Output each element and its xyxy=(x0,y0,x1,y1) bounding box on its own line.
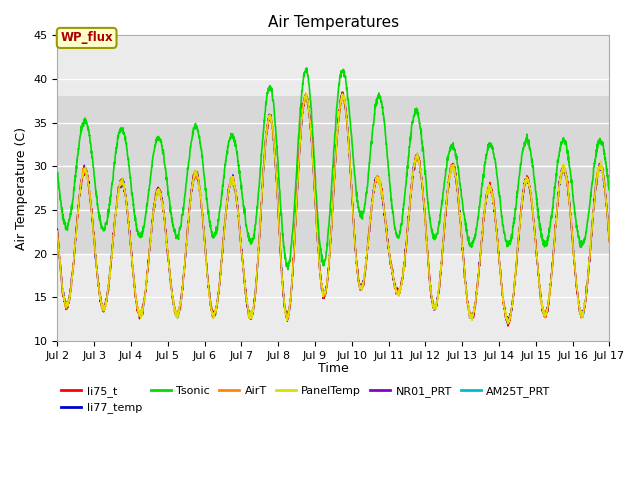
Y-axis label: Air Temperature (C): Air Temperature (C) xyxy=(15,127,28,250)
X-axis label: Time: Time xyxy=(318,362,349,375)
Title: Air Temperatures: Air Temperatures xyxy=(268,15,399,30)
Bar xyxy=(58,96,609,253)
Legend: li75_t, li77_temp, Tsonic, AirT, PanelTemp, NR01_PRT, AM25T_PRT: li75_t, li77_temp, Tsonic, AirT, PanelTe… xyxy=(61,386,550,413)
Text: WP_flux: WP_flux xyxy=(60,32,113,45)
